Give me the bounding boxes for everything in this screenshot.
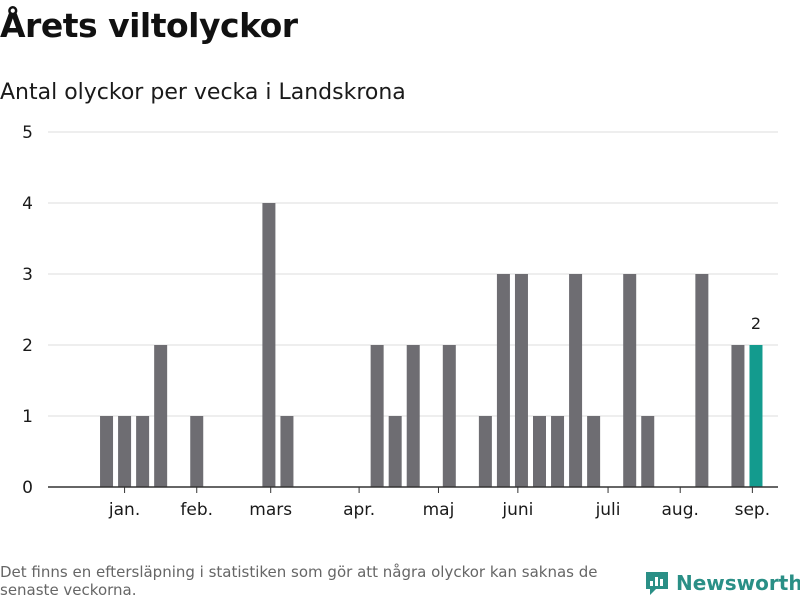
y-tick-label: 5 — [22, 123, 33, 143]
y-tick-label: 2 — [22, 336, 33, 356]
y-tick-label: 0 — [22, 478, 33, 498]
brand-name: Newsworthy — [676, 571, 800, 595]
x-tick-label: maj — [423, 500, 455, 520]
bar — [280, 416, 294, 487]
bar — [731, 345, 745, 487]
x-tick-label: jan. — [108, 500, 140, 520]
chart-subtitle: Antal olyckor per vecka i Landskrona — [0, 80, 406, 105]
bar — [514, 274, 528, 487]
bar — [641, 416, 655, 487]
y-tick-label: 4 — [22, 194, 33, 214]
bar — [496, 274, 510, 487]
bar — [154, 345, 168, 487]
bar — [478, 416, 492, 487]
bar — [533, 416, 546, 487]
x-tick-label: feb. — [180, 500, 213, 520]
brand[interactable]: Newsworthy — [644, 570, 800, 596]
bar — [100, 416, 114, 487]
bar-latest-week — [749, 345, 763, 487]
bar — [406, 345, 420, 487]
bar — [695, 274, 709, 487]
x-tick-label: mars — [249, 500, 292, 520]
bar — [118, 416, 132, 487]
x-tick-label: aug. — [662, 500, 699, 520]
bar — [370, 345, 384, 487]
bar — [587, 416, 601, 487]
bar — [623, 274, 637, 487]
newsworthy-logo-icon — [646, 572, 668, 595]
bar — [551, 416, 565, 487]
x-tick-label: apr. — [343, 500, 375, 520]
bar — [442, 345, 456, 487]
data-label: 2 — [751, 314, 761, 333]
x-tick-label: sep. — [735, 500, 771, 520]
chart-title: Årets viltolyckor — [0, 6, 298, 45]
bar — [190, 416, 204, 487]
bar — [569, 274, 583, 487]
y-tick-label: 1 — [22, 407, 33, 427]
bar — [388, 416, 402, 487]
x-tick-label: juli — [595, 500, 621, 520]
bar — [262, 203, 276, 487]
y-tick-label: 3 — [22, 265, 33, 285]
bar — [136, 416, 150, 487]
footnote: Det finns en eftersläpning i statistiken… — [0, 563, 598, 599]
x-tick-label: juni — [501, 500, 533, 520]
